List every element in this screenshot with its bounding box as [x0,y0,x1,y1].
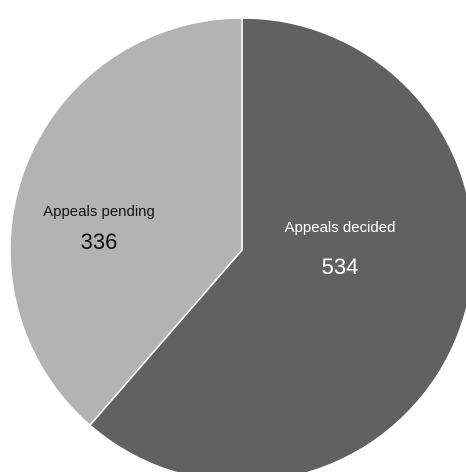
pie-slice-appeals-decided [88,17,466,472]
pie-labels: Appeals decided 534 Appeals pending 336 [43,203,395,279]
pie-slices [9,17,466,472]
slice-value-appeals-pending: 336 [81,229,118,254]
slice-label-appeals-decided: Appeals decided [285,219,396,236]
slice-label-appeals-pending: Appeals pending [43,203,155,220]
slice-value-appeals-decided: 534 [322,254,359,279]
pie-slice-appeals-pending [9,17,243,427]
